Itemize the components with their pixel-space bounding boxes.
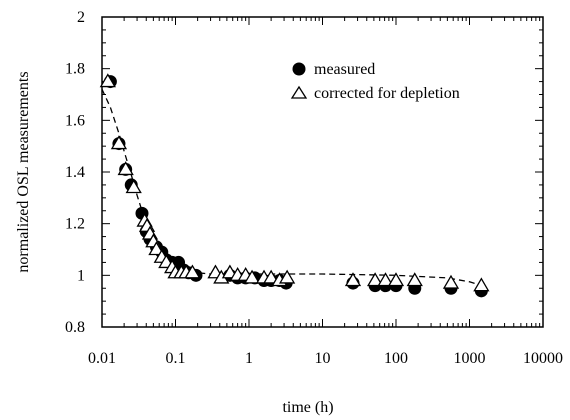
series-corrected <box>99 73 490 292</box>
x-tick-label: 10000 <box>523 350 563 367</box>
corrected-point <box>99 73 116 88</box>
legend-measured-marker <box>292 62 306 76</box>
y-tick-label: 0.8 <box>65 319 85 336</box>
corrected-point <box>184 264 201 279</box>
legend-measured-label: measured <box>314 61 375 78</box>
legend-corrected-marker <box>290 85 308 99</box>
x-tick-label: 10 <box>315 350 331 367</box>
x-tick-label: 0.1 <box>166 350 186 367</box>
y-ticks <box>102 16 543 328</box>
y-tick-label: 1.4 <box>65 164 85 181</box>
legend: measured corrected for depletion <box>290 61 460 102</box>
x-tick-label: 0.01 <box>88 350 116 367</box>
x-ticks <box>101 17 541 327</box>
x-tick-labels: 0.01 0.1 1 10 100 1000 10000 <box>88 350 563 367</box>
y-tick-label: 1.6 <box>65 112 85 129</box>
corrected-point <box>117 161 134 176</box>
corrected-point <box>148 241 165 256</box>
corrected-point <box>442 274 460 289</box>
x-tick-label: 1000 <box>454 350 486 367</box>
corrected-point <box>473 277 490 292</box>
legend-corrected-label: corrected for depletion <box>314 85 460 102</box>
y-tick-label: 1.8 <box>65 61 85 78</box>
y-tick-label: 2 <box>77 9 85 26</box>
corrected-point <box>243 269 261 284</box>
corrected-point <box>344 272 362 287</box>
corrected-point <box>406 272 423 287</box>
corrected-point <box>262 269 280 284</box>
y-axis-title: normalized OSL measurements <box>15 71 32 272</box>
corrected-point <box>366 272 384 287</box>
corrected-point <box>125 179 142 194</box>
y-tick-labels: 0.8 1 1.2 1.4 1.6 1.8 2 <box>65 9 85 336</box>
x-tick-label: 100 <box>384 350 408 367</box>
x-axis-title: time (h) <box>282 399 333 416</box>
x-tick-label: 1 <box>245 350 253 367</box>
y-tick-label: 1.2 <box>65 216 85 233</box>
corrected-point <box>377 272 394 287</box>
corrected-point <box>278 269 296 284</box>
corrected-point <box>387 272 405 287</box>
corrected-point <box>110 135 128 150</box>
y-tick-label: 1 <box>77 267 85 284</box>
